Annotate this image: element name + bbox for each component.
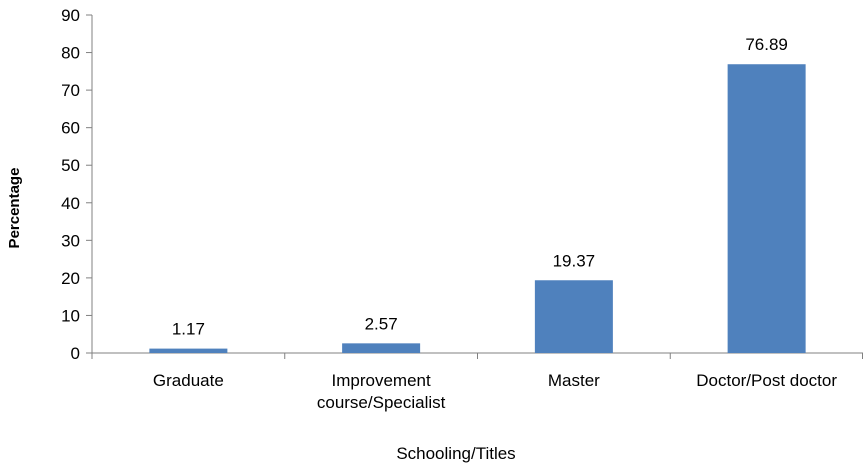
category-labels: Graduate Improvement course/Specialist Mast…	[153, 371, 837, 412]
data-label: 1.17	[172, 320, 205, 339]
x-tick-label: Improvement course/Specialist	[317, 371, 446, 412]
y-tick-label: 60	[61, 119, 80, 138]
y-tick-label: 10	[61, 306, 80, 325]
bar	[342, 343, 421, 353]
x-tick-label-line: Improvement	[332, 371, 431, 390]
x-axis-title: Schooling/Titles	[396, 444, 515, 463]
value-labels: 1.17 2.57 19.37 76.89	[172, 35, 788, 338]
y-axis-title: Percentage	[6, 168, 23, 249]
y-tick-label: 90	[61, 6, 80, 25]
x-tick-label-line: Graduate	[153, 371, 224, 390]
y-tick-label: 70	[61, 81, 80, 100]
y-tick-label: 80	[61, 44, 80, 63]
x-tick-label: Graduate	[153, 371, 224, 390]
x-axis	[91, 352, 863, 359]
y-axis: 0 10 20 30 40 50 60 70 80 90	[61, 6, 93, 363]
y-tick-label: 20	[61, 269, 80, 288]
data-label: 19.37	[553, 251, 596, 270]
x-tick-label: Doctor/Post doctor	[696, 371, 837, 390]
bars	[149, 64, 806, 353]
bar	[149, 348, 228, 353]
x-tick-label-line: Master	[548, 371, 600, 390]
y-tick-label: 50	[61, 156, 80, 175]
y-tick-label: 0	[71, 344, 80, 363]
bar	[534, 280, 613, 353]
y-tick-label: 30	[61, 231, 80, 250]
data-label: 76.89	[745, 35, 788, 54]
bar	[727, 64, 806, 353]
data-label: 2.57	[365, 314, 398, 333]
x-tick-label-line: Doctor/Post doctor	[696, 371, 837, 390]
x-tick-label: Master	[548, 371, 600, 390]
y-tick-label: 40	[61, 194, 80, 213]
x-tick-label-line: course/Specialist	[317, 393, 446, 412]
